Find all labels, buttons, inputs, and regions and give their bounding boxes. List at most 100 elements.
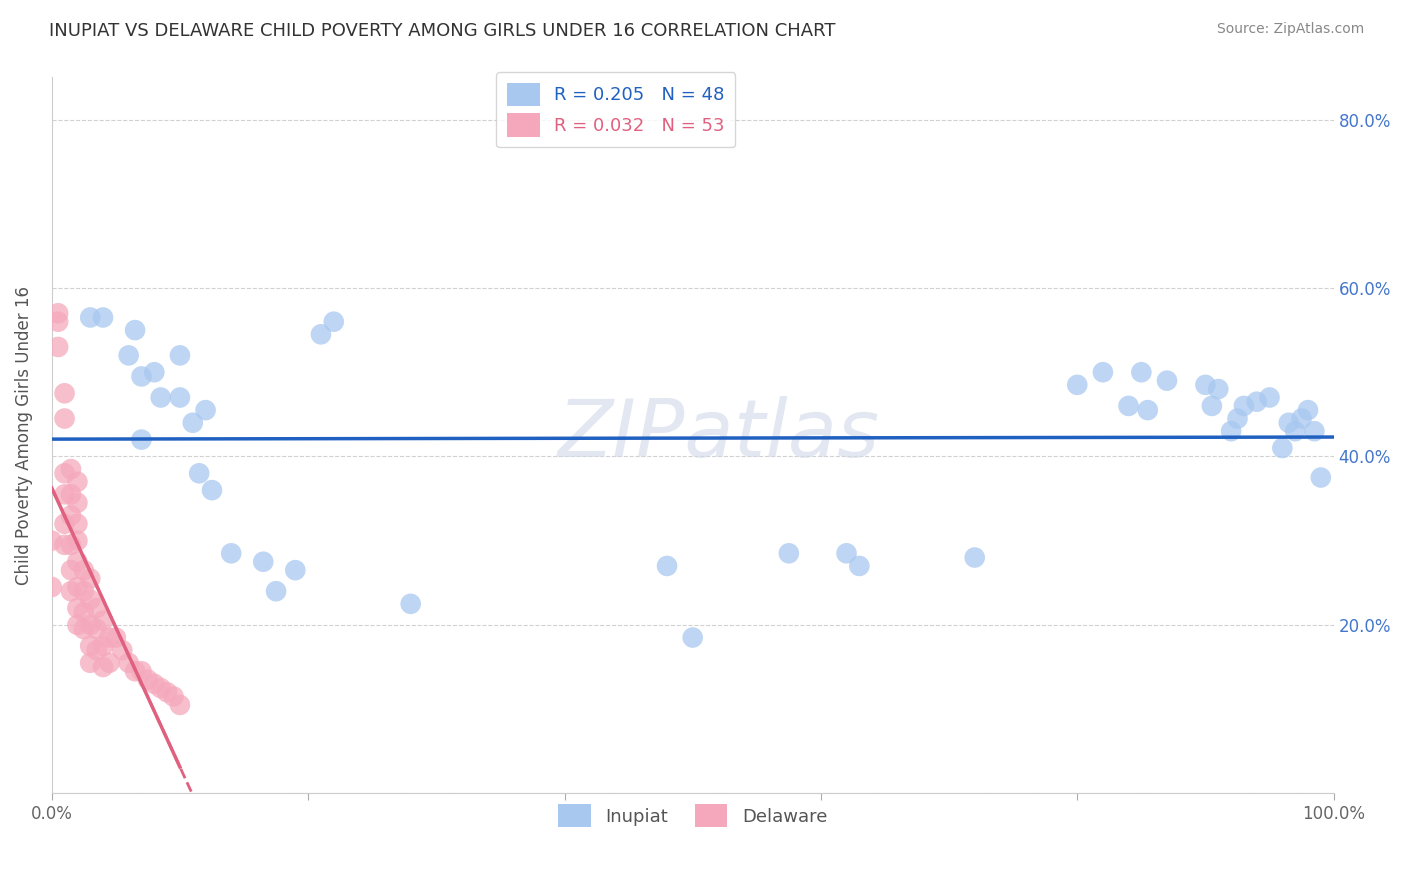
- Point: [1291, 411, 1313, 425]
- Point: [98, 631, 121, 645]
- Point: [79, 572, 101, 586]
- Point: [53, 386, 76, 401]
- Point: [219, 546, 242, 560]
- Point: [91, 660, 114, 674]
- Point: [46, 340, 69, 354]
- Text: Source: ZipAtlas.com: Source: ZipAtlas.com: [1216, 22, 1364, 37]
- Point: [1233, 399, 1256, 413]
- Point: [73, 563, 96, 577]
- Point: [835, 546, 858, 560]
- Point: [79, 639, 101, 653]
- Point: [91, 614, 114, 628]
- Text: INUPIAT VS DELAWARE CHILD POVERTY AMONG GIRLS UNDER 16 CORRELATION CHART: INUPIAT VS DELAWARE CHILD POVERTY AMONG …: [49, 22, 835, 40]
- Point: [1220, 424, 1243, 438]
- Point: [156, 685, 179, 699]
- Point: [53, 487, 76, 501]
- Point: [1206, 382, 1229, 396]
- Point: [149, 391, 172, 405]
- Point: [131, 664, 153, 678]
- Point: [66, 618, 89, 632]
- Point: [143, 677, 166, 691]
- Point: [1136, 403, 1159, 417]
- Point: [66, 555, 89, 569]
- Point: [284, 563, 307, 577]
- Point: [59, 563, 82, 577]
- Point: [264, 584, 287, 599]
- Point: [73, 584, 96, 599]
- Point: [131, 433, 153, 447]
- Point: [66, 580, 89, 594]
- Legend: Inupiat, Delaware: Inupiat, Delaware: [551, 797, 835, 834]
- Point: [655, 558, 678, 573]
- Point: [143, 365, 166, 379]
- Point: [91, 310, 114, 325]
- Point: [399, 597, 422, 611]
- Point: [1156, 374, 1178, 388]
- Point: [778, 546, 800, 560]
- Point: [86, 622, 108, 636]
- Point: [59, 487, 82, 501]
- Point: [66, 496, 89, 510]
- Point: [169, 348, 191, 362]
- Point: [181, 416, 204, 430]
- Point: [309, 327, 332, 342]
- Point: [79, 310, 101, 325]
- Point: [66, 516, 89, 531]
- Point: [66, 533, 89, 548]
- Point: [149, 681, 172, 695]
- Point: [1130, 365, 1153, 379]
- Point: [53, 516, 76, 531]
- Point: [848, 558, 870, 573]
- Point: [53, 411, 76, 425]
- Point: [46, 306, 69, 320]
- Point: [136, 673, 159, 687]
- Point: [79, 656, 101, 670]
- Point: [79, 618, 101, 632]
- Point: [131, 369, 153, 384]
- Point: [73, 622, 96, 636]
- Point: [66, 475, 89, 489]
- Point: [322, 315, 344, 329]
- Point: [53, 467, 76, 481]
- Point: [66, 601, 89, 615]
- Point: [1284, 424, 1306, 438]
- Point: [1194, 377, 1216, 392]
- Point: [1201, 399, 1223, 413]
- Point: [59, 584, 82, 599]
- Point: [162, 690, 184, 704]
- Point: [1066, 377, 1088, 392]
- Point: [124, 323, 146, 337]
- Point: [104, 631, 127, 645]
- Point: [1309, 470, 1331, 484]
- Point: [188, 467, 211, 481]
- Y-axis label: Child Poverty Among Girls Under 16: Child Poverty Among Girls Under 16: [15, 286, 32, 585]
- Point: [59, 538, 82, 552]
- Point: [1246, 394, 1268, 409]
- Point: [169, 698, 191, 712]
- Point: [91, 639, 114, 653]
- Point: [41, 533, 63, 548]
- Point: [86, 601, 108, 615]
- Point: [963, 550, 986, 565]
- Point: [1296, 403, 1319, 417]
- Point: [41, 580, 63, 594]
- Point: [201, 483, 224, 497]
- Point: [169, 391, 191, 405]
- Point: [1271, 441, 1294, 455]
- Point: [79, 592, 101, 607]
- Point: [194, 403, 217, 417]
- Point: [73, 605, 96, 619]
- Point: [59, 508, 82, 523]
- Point: [1258, 391, 1281, 405]
- Point: [682, 631, 704, 645]
- Point: [252, 555, 274, 569]
- Text: ZIPatlas: ZIPatlas: [557, 396, 879, 475]
- Point: [1091, 365, 1114, 379]
- Point: [1226, 411, 1249, 425]
- Point: [1118, 399, 1140, 413]
- Point: [118, 348, 141, 362]
- Point: [118, 656, 141, 670]
- Point: [111, 643, 134, 657]
- Point: [46, 315, 69, 329]
- Point: [98, 656, 121, 670]
